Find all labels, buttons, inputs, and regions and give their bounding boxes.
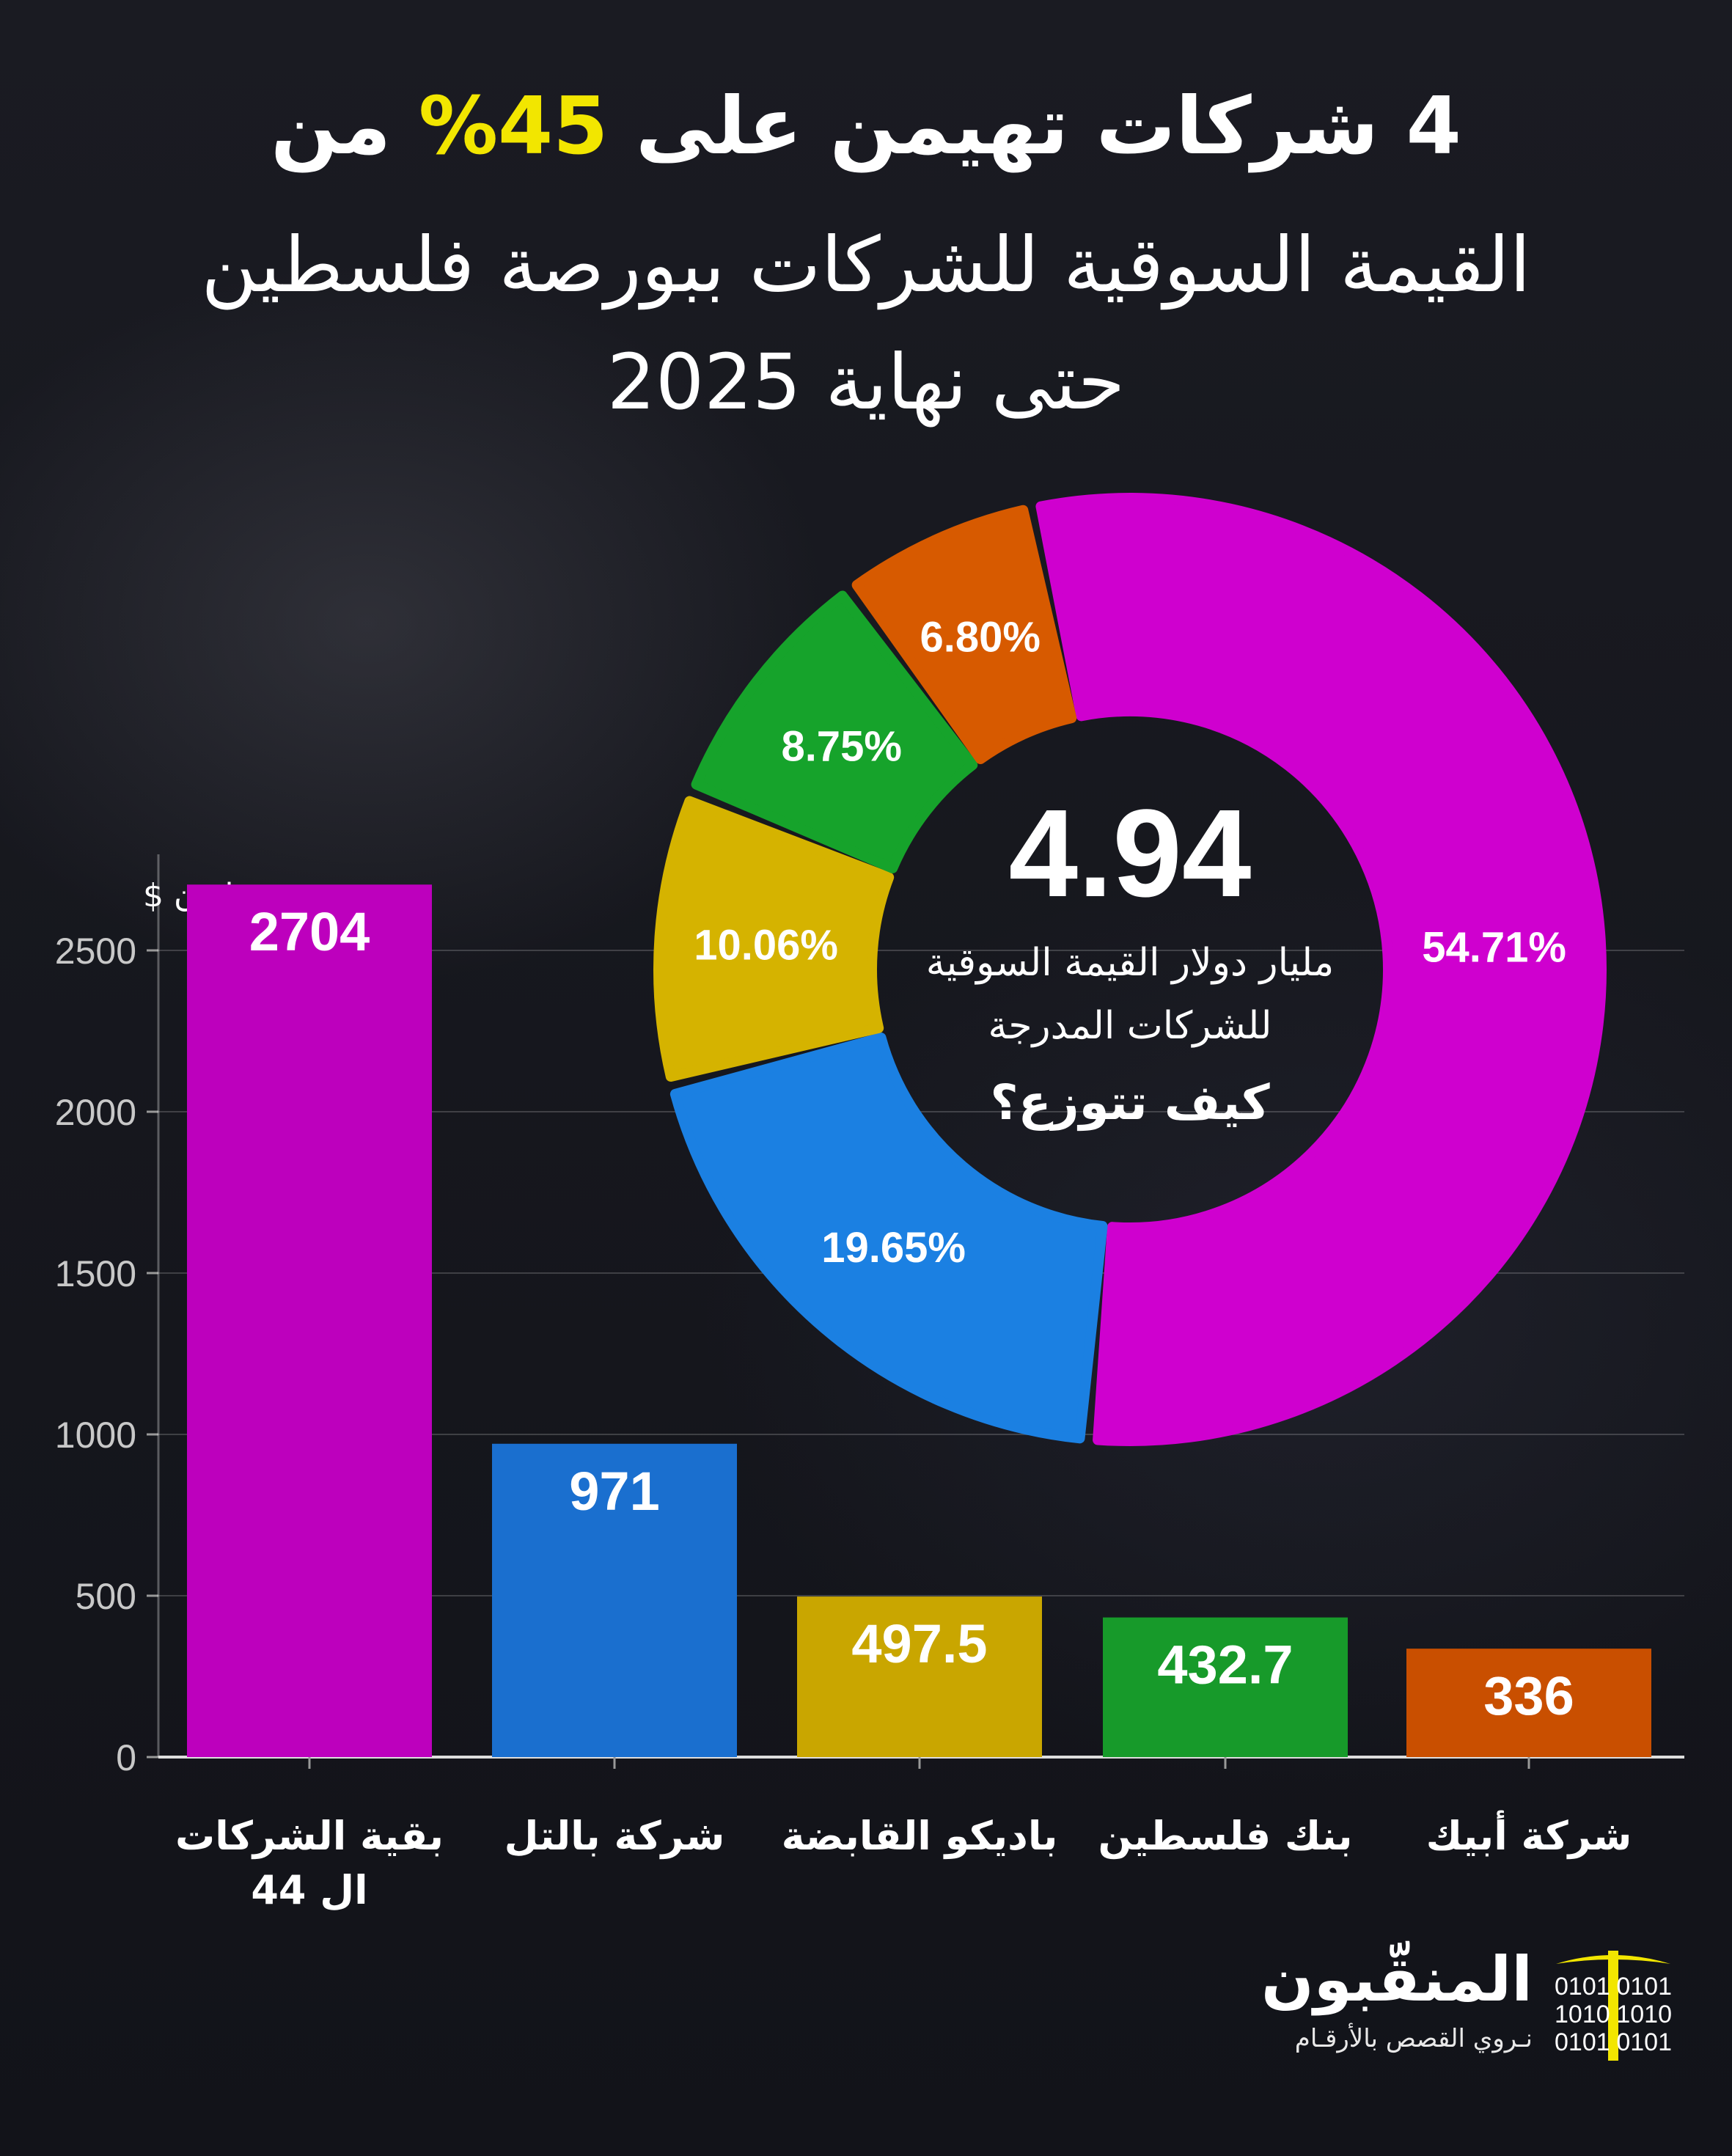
bar [1406, 1649, 1651, 1757]
y-tick-label: 2000 [55, 1092, 136, 1133]
binary-row: 1010 [1616, 2001, 1672, 2028]
slice-label: 10.06% [694, 921, 838, 969]
center-text: مليار دولار القيمة السوقية [926, 941, 1335, 985]
binary-row: 0101 [1555, 1973, 1610, 2001]
donut-slice [653, 796, 895, 1082]
logo-tagline: نـروي القصص بالأرقـام [1294, 2024, 1533, 2053]
slice-label: 8.75% [781, 722, 901, 770]
pickaxe-icon [1556, 1951, 1670, 2061]
x-tick-label: باديكو القابضة [782, 1813, 1058, 1859]
donut-slice [669, 1033, 1108, 1444]
brand-logo: المنقّبون نـروي القصص بالأرقـام 0101 010… [1232, 1943, 1672, 2061]
x-tick-label: بنك فلسطين [1098, 1813, 1353, 1859]
y-tick-label: 2500 [55, 931, 136, 972]
bar-value-label: 971 [569, 1461, 659, 1522]
y-tick-label: 0 [116, 1737, 136, 1778]
binary-row: 0101 [1616, 2028, 1672, 2056]
x-tick-label: ال 44 [251, 1867, 367, 1913]
title: 4 شركات تهيمن على 45% من [0, 81, 1732, 172]
slice-label: 54.71% [1422, 924, 1566, 972]
logo-name: المنقّبون [1261, 1943, 1533, 2015]
x-tick-label: شركة أبيك [1426, 1810, 1632, 1859]
subtitle-line1: القيمة السوقية للشركات ببورصة فلسطين [201, 220, 1531, 309]
title-text-end: من [271, 81, 419, 172]
bar [1103, 1617, 1348, 1757]
bar [187, 884, 432, 1757]
center-text: للشركات المدرجة [988, 1004, 1272, 1048]
slice-label: 19.65% [821, 1224, 966, 1272]
bar-value-label: 432.7 [1157, 1635, 1293, 1695]
binary-row: 1010 [1555, 2001, 1610, 2028]
bar-value-label: 2704 [249, 901, 370, 962]
title-text: 4 شركات تهيمن على [608, 81, 1461, 172]
subtitle-line2: حتى نهاية 2025 [606, 337, 1126, 427]
bar-value-label: 336 [1483, 1665, 1574, 1726]
bar-value-label: 497.5 [851, 1613, 987, 1674]
y-tick-label: 1500 [55, 1253, 136, 1294]
x-tick-label: شركة بالتل [504, 1813, 725, 1859]
center-value: 4.94 [1009, 784, 1252, 923]
bar [492, 1443, 737, 1757]
bar [797, 1596, 1042, 1757]
x-tick-label: بقية الشركات [175, 1813, 444, 1859]
title-highlight: 45% [418, 81, 609, 172]
y-tick-label: 500 [76, 1576, 136, 1617]
binary-row: 0101 [1616, 1973, 1672, 2001]
center-question: كيف تتوزع؟ [990, 1074, 1270, 1132]
binary-row: 0101 [1555, 2028, 1610, 2056]
y-tick-label: 1000 [55, 1415, 136, 1456]
slice-label: 6.80% [920, 613, 1040, 661]
donut-slice [1035, 493, 1607, 1446]
donut-slice [691, 590, 978, 873]
donut-slice [851, 505, 1077, 765]
